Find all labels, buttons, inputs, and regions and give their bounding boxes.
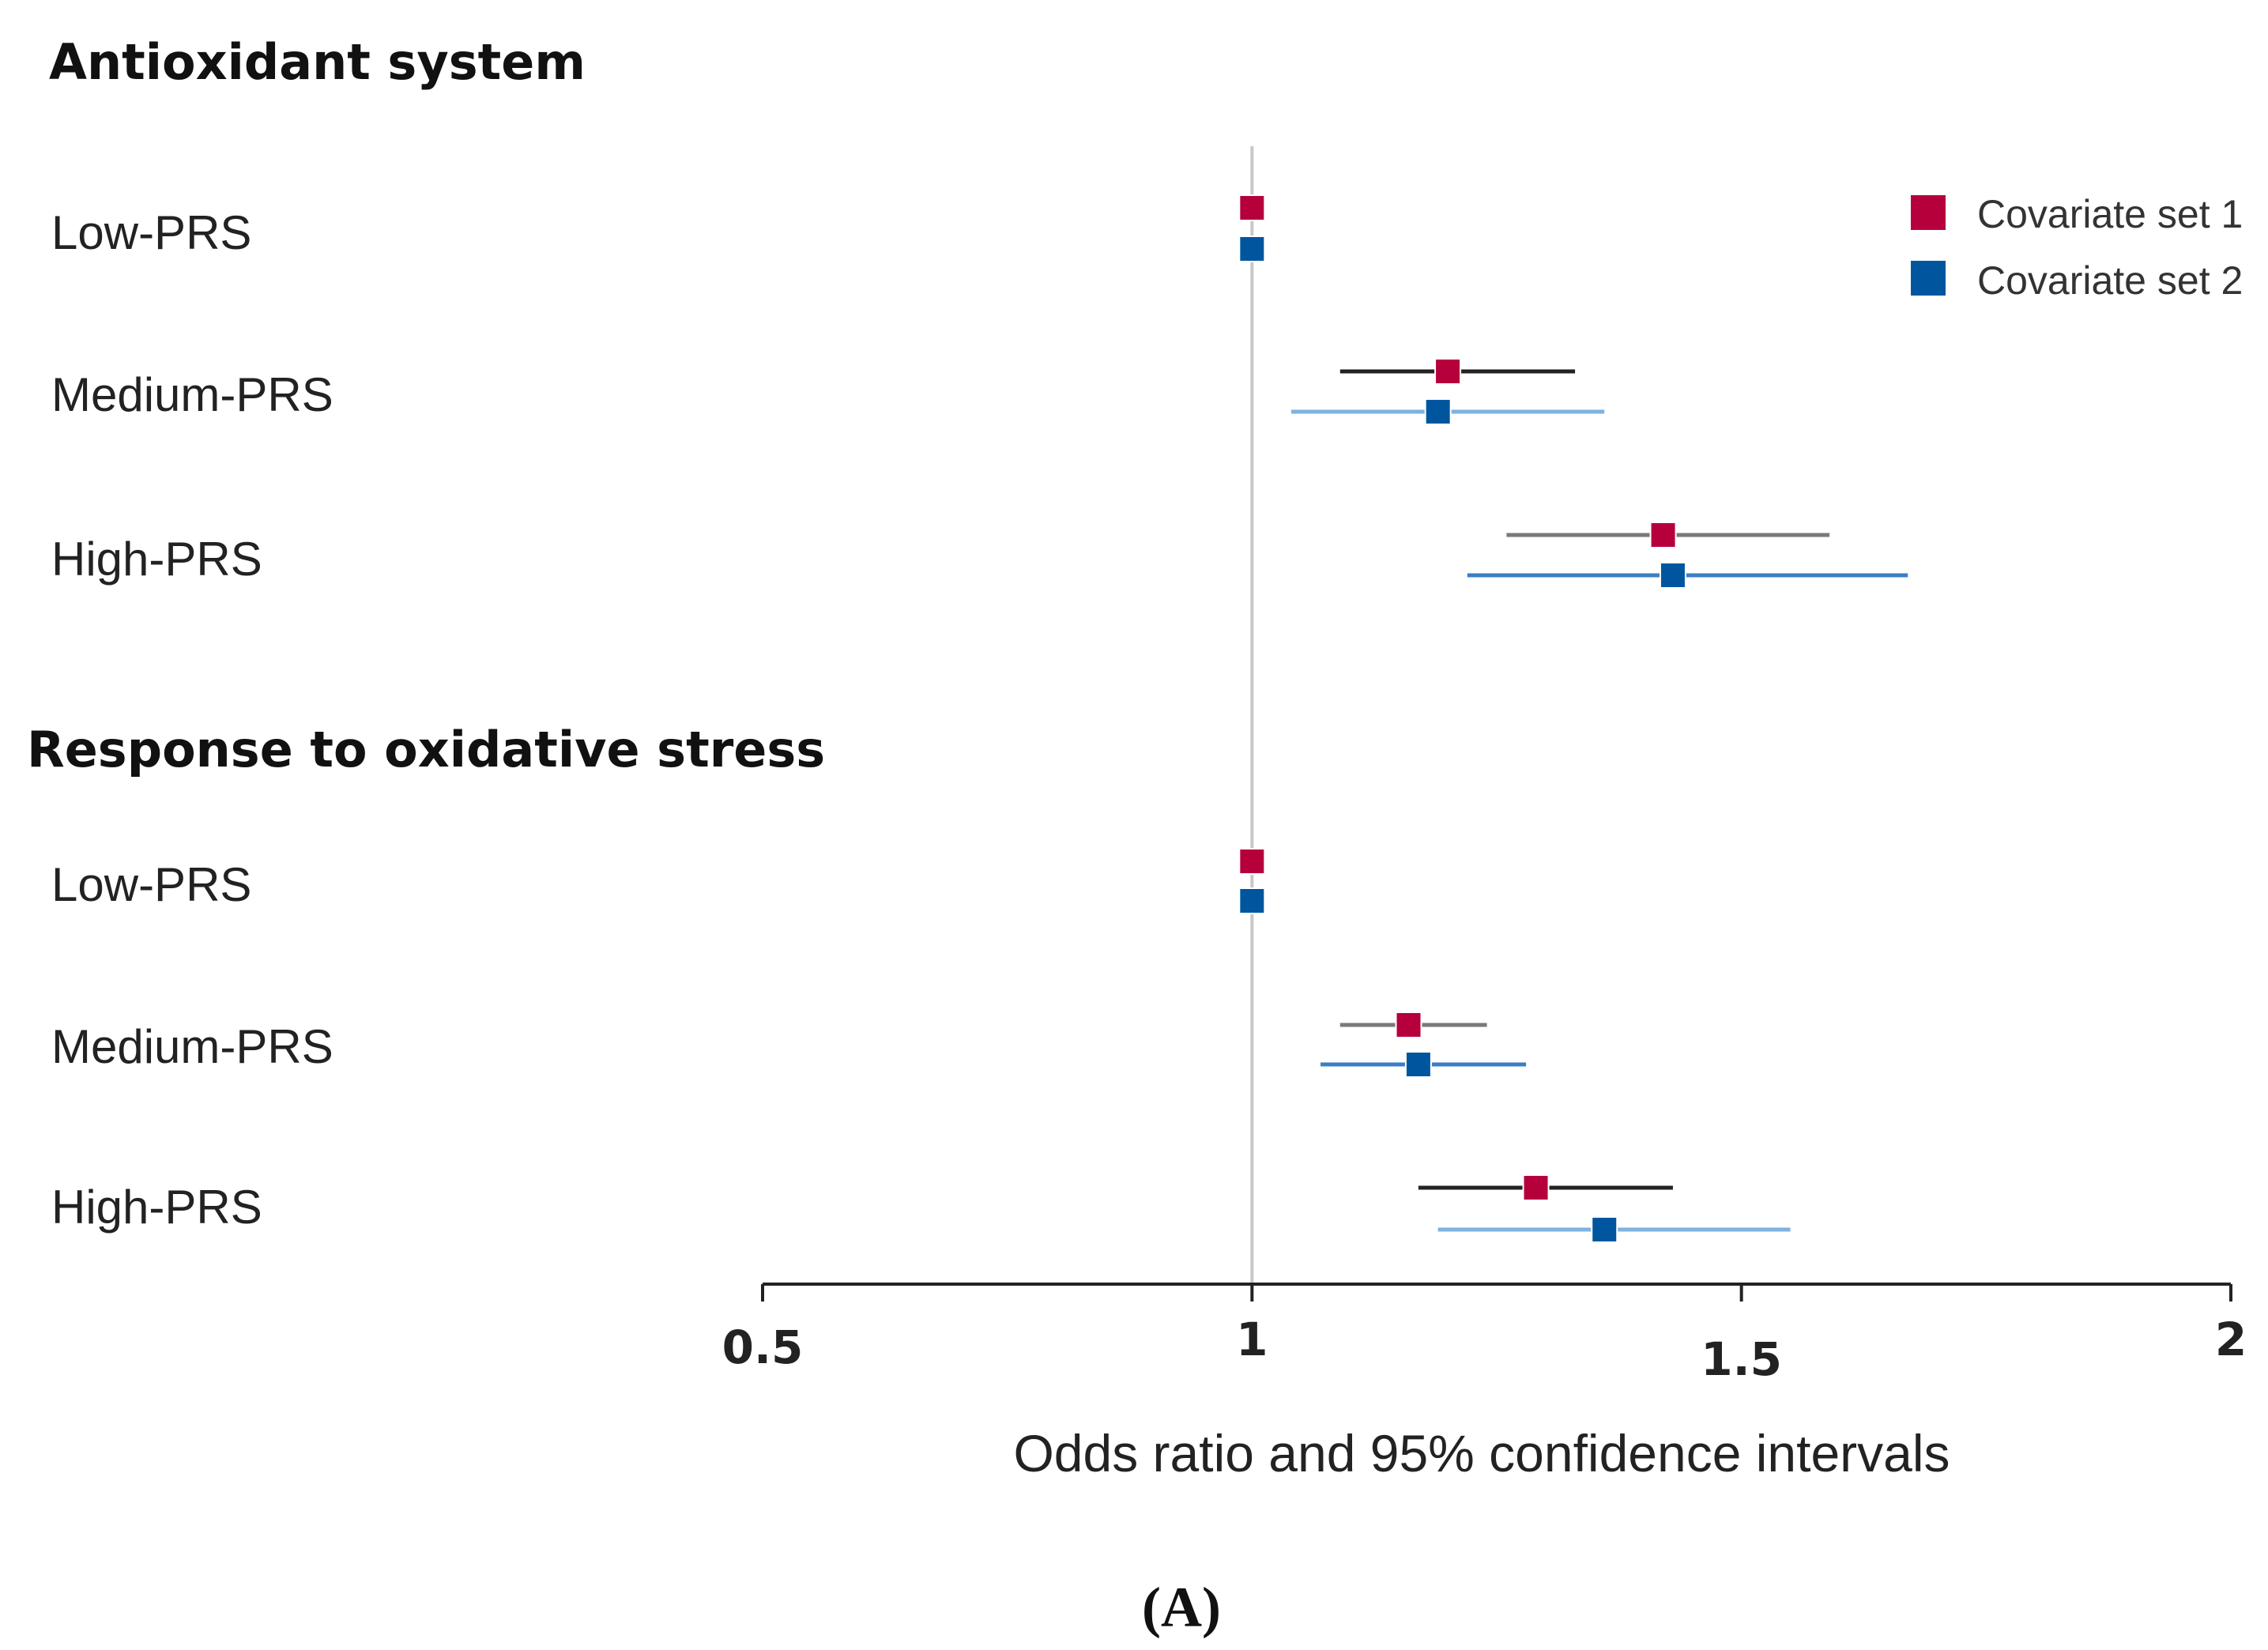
x-tick-label-1-5: 1.5 — [1701, 1332, 1782, 1386]
point-antioxidant-system-low-prs-set-1 — [1238, 194, 1266, 221]
x-tick-label-1: 1 — [1236, 1313, 1268, 1366]
row-label-oxidative-high-prs: High-PRS — [51, 1181, 262, 1234]
panel-caption: (A) — [1142, 1576, 1221, 1639]
point-antioxidant-system-medium-prs-set-1 — [1434, 358, 1462, 385]
x-axis-title: Odds ratio and 95% confidence intervals — [1013, 1424, 1950, 1482]
point-antioxidant-system-high-prs-set-1 — [1649, 522, 1677, 548]
point-response-to-oxidative-stress-high-prs-set-2 — [1591, 1216, 1618, 1243]
point-antioxidant-system-high-prs-set-2 — [1659, 562, 1686, 589]
legend-label-covariate-set-1: Covariate set 1 — [1977, 192, 2243, 236]
point-antioxidant-system-medium-prs-set-2 — [1424, 398, 1452, 425]
x-tick-label-2: 2 — [2215, 1313, 2247, 1366]
row-labels: Low-PRS Medium-PRS High-PRS Low-PRS Medi… — [51, 206, 333, 1234]
group-title-response-to-oxidative-stress: Response to oxidative stress — [27, 721, 825, 778]
point-antioxidant-system-low-prs-set-2 — [1238, 235, 1266, 262]
group-titles: Antioxidant system Response to oxidative… — [27, 33, 825, 778]
point-response-to-oxidative-stress-high-prs-set-1 — [1522, 1174, 1550, 1201]
legend: Covariate set 1 Covariate set 2 — [1911, 192, 2243, 303]
data-marks — [1238, 194, 1908, 1243]
legend-swatch-covariate-set-2 — [1911, 261, 1946, 296]
point-response-to-oxidative-stress-medium-prs-set-2 — [1404, 1051, 1432, 1078]
point-response-to-oxidative-stress-low-prs-set-1 — [1238, 848, 1266, 875]
row-label-antioxidant-medium-prs: Medium-PRS — [51, 368, 333, 421]
row-label-antioxidant-low-prs: Low-PRS — [51, 206, 251, 259]
point-response-to-oxidative-stress-low-prs-set-2 — [1238, 887, 1266, 914]
legend-label-covariate-set-2: Covariate set 2 — [1977, 258, 2243, 303]
group-title-antioxidant-system: Antioxidant system — [49, 33, 586, 91]
x-tick-label-0-5: 0.5 — [722, 1320, 804, 1374]
row-label-antioxidant-high-prs: High-PRS — [51, 533, 262, 586]
x-axis-ticks: 0.5 1 1.5 2 — [722, 1284, 2247, 1386]
row-label-oxidative-low-prs: Low-PRS — [51, 858, 251, 911]
row-label-oxidative-medium-prs: Medium-PRS — [51, 1020, 333, 1073]
x-axis: 0.5 1 1.5 2 Odds ratio and 95% confidence i… — [722, 1283, 2247, 1482]
legend-swatch-covariate-set-1 — [1911, 195, 1946, 230]
point-response-to-oxidative-stress-medium-prs-set-1 — [1395, 1011, 1422, 1038]
